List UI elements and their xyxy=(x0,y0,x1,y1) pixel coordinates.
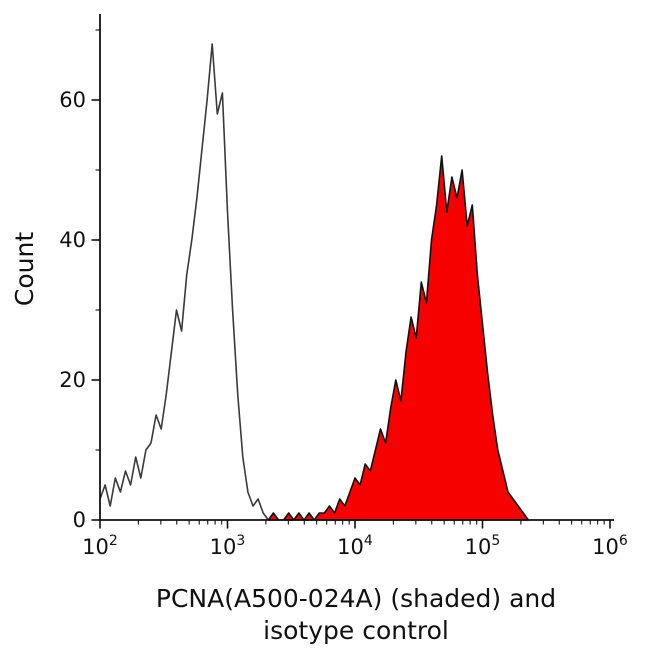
open-histogram-isotype xyxy=(99,43,269,521)
x-axis-title-line2: isotype control xyxy=(263,616,449,645)
y-axis-tick-label: 40 xyxy=(59,228,86,252)
shaded-histogram-pcna xyxy=(267,155,530,521)
x-axis-tick-label: 103 xyxy=(210,533,246,559)
x-axis-tick-label: 104 xyxy=(337,533,373,559)
y-axis-tick-label: 60 xyxy=(59,88,86,112)
x-axis-title: PCNA(A500-024A) (shaded) and isotype con… xyxy=(100,583,612,647)
x-axis-tick-label: 102 xyxy=(82,533,118,559)
y-axis-title: Count xyxy=(10,231,39,307)
x-axis-title-line1: PCNA(A500-024A) (shaded) and xyxy=(155,584,557,613)
y-axis-tick-label: 0 xyxy=(73,508,86,532)
y-axis-tick-label: 20 xyxy=(59,368,86,392)
x-axis-tick-label: 105 xyxy=(465,533,501,559)
x-axis-tick-label: 106 xyxy=(592,533,628,559)
